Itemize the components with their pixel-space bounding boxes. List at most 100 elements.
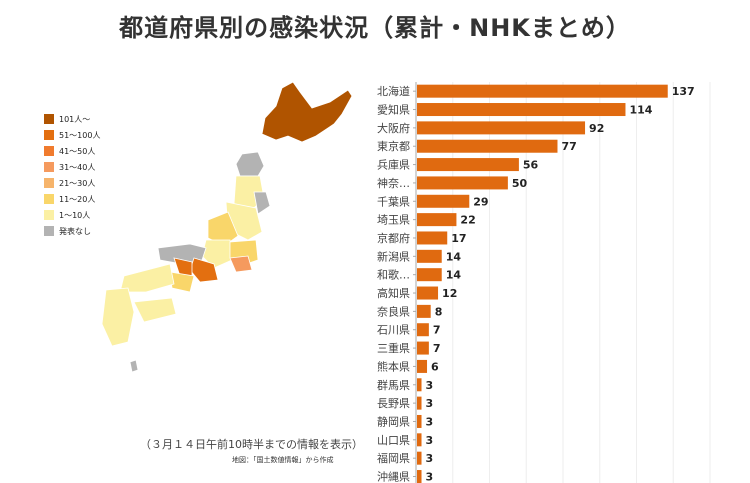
category-label: 北海道 bbox=[377, 84, 410, 98]
category-label: 群馬県 bbox=[377, 378, 410, 392]
category-label: 千葉県 bbox=[377, 194, 410, 208]
legend-label: 51〜100人 bbox=[59, 130, 101, 140]
category-label: 三重県 bbox=[377, 341, 410, 355]
map-region-okinawa bbox=[129, 359, 139, 373]
legend-item: 21〜30人 bbox=[44, 176, 100, 190]
value-label: 29 bbox=[473, 195, 488, 208]
map-region-kyushu bbox=[101, 287, 135, 347]
legend-swatch bbox=[44, 210, 54, 220]
bar bbox=[417, 470, 422, 483]
value-label: 56 bbox=[523, 159, 539, 172]
value-label: 6 bbox=[431, 360, 439, 373]
legend-label: 11〜20人 bbox=[59, 194, 96, 204]
map-region-shikoku bbox=[133, 297, 177, 323]
legend-item: 41〜50人 bbox=[44, 144, 100, 158]
value-label: 3 bbox=[426, 379, 434, 392]
value-label: 3 bbox=[426, 434, 434, 447]
value-label: 3 bbox=[426, 397, 434, 410]
value-label: 8 bbox=[435, 305, 443, 318]
legend-swatch bbox=[44, 162, 54, 172]
map-region-tohoku-miyagi bbox=[253, 191, 271, 215]
bar bbox=[417, 304, 431, 318]
value-label: 17 bbox=[451, 232, 466, 245]
value-label: 14 bbox=[446, 250, 462, 263]
value-label: 7 bbox=[433, 342, 441, 355]
category-label: 長野県 bbox=[377, 397, 410, 410]
bar bbox=[417, 249, 442, 263]
legend-item: 11〜20人 bbox=[44, 192, 100, 206]
legend-label: 41〜50人 bbox=[59, 146, 96, 156]
legend-swatch bbox=[44, 114, 54, 124]
bar bbox=[417, 176, 508, 190]
bar bbox=[417, 194, 470, 208]
value-label: 22 bbox=[460, 214, 475, 227]
value-label: 137 bbox=[672, 85, 695, 98]
legend-item: 発表なし bbox=[44, 224, 100, 238]
legend-label: 21〜30人 bbox=[59, 178, 96, 188]
category-label: 沖縄県 bbox=[377, 470, 410, 483]
legend-item: 1〜10人 bbox=[44, 208, 100, 222]
category-label: 埼玉県 bbox=[377, 213, 410, 227]
category-label: 愛知県 bbox=[377, 103, 410, 117]
value-label: 77 bbox=[561, 140, 576, 153]
category-label: 福岡県 bbox=[377, 451, 410, 465]
bar bbox=[417, 103, 626, 117]
category-label: 東京都 bbox=[377, 139, 410, 153]
legend-swatch bbox=[44, 130, 54, 140]
legend-item: 31〜40人 bbox=[44, 160, 100, 174]
value-label: 92 bbox=[589, 122, 604, 135]
value-label: 12 bbox=[442, 287, 457, 300]
bar bbox=[417, 268, 442, 282]
category-label: 静岡県 bbox=[377, 414, 410, 428]
legend-label: 101人〜 bbox=[59, 114, 91, 124]
category-label: 奈良県 bbox=[377, 304, 410, 318]
category-label: 神奈… bbox=[377, 176, 410, 190]
category-label: 大阪府 bbox=[377, 121, 410, 135]
bar bbox=[417, 213, 457, 227]
category-label: 京都府 bbox=[377, 231, 410, 245]
bar bbox=[417, 121, 586, 135]
category-label: 石川県 bbox=[377, 324, 410, 337]
japan-map bbox=[101, 81, 353, 373]
category-label: 山口県 bbox=[377, 434, 410, 447]
legend-swatch bbox=[44, 226, 54, 236]
bar bbox=[417, 158, 519, 172]
bar bbox=[417, 451, 422, 465]
bar bbox=[417, 323, 429, 337]
map-region-hokkaido bbox=[261, 81, 353, 143]
bar bbox=[417, 414, 422, 428]
bar bbox=[417, 231, 448, 245]
bar bbox=[417, 286, 439, 300]
bar bbox=[417, 378, 422, 392]
map-region-niigata bbox=[207, 211, 239, 247]
value-label: 50 bbox=[512, 177, 528, 190]
value-label: 3 bbox=[426, 452, 434, 465]
legend-swatch bbox=[44, 146, 54, 156]
legend-item: 101人〜 bbox=[44, 112, 100, 126]
map-region-tokyo bbox=[229, 255, 253, 273]
legend-item: 51〜100人 bbox=[44, 128, 100, 142]
value-label: 7 bbox=[433, 324, 441, 337]
bar bbox=[417, 139, 558, 153]
bar bbox=[417, 433, 422, 447]
page-title: 都道府県別の感染状況（累計・NHKまとめ） bbox=[119, 14, 631, 42]
value-label: 3 bbox=[426, 471, 434, 483]
value-label: 3 bbox=[426, 415, 434, 428]
legend-label: 発表なし bbox=[59, 226, 91, 236]
value-label: 114 bbox=[629, 104, 652, 117]
legend-label: 1〜10人 bbox=[59, 210, 91, 220]
map-legend: 101人〜 51〜100人 41〜50人 31〜40人 21〜30人 11〜20… bbox=[44, 112, 100, 240]
legend-label: 31〜40人 bbox=[59, 162, 96, 172]
bar bbox=[417, 396, 422, 410]
legend-swatch bbox=[44, 194, 54, 204]
legend-swatch bbox=[44, 178, 54, 188]
category-label: 兵庫県 bbox=[377, 158, 410, 172]
category-label: 新潟県 bbox=[377, 249, 410, 263]
category-label: 和歌… bbox=[377, 268, 410, 282]
source-note: 地図：「国土数値情報」から作成 bbox=[232, 456, 334, 464]
date-note: （３月１４日午前10時半までの情報を表示） bbox=[140, 438, 363, 451]
bar bbox=[417, 341, 429, 355]
bar bbox=[417, 84, 668, 98]
category-label: 高知県 bbox=[377, 286, 410, 300]
